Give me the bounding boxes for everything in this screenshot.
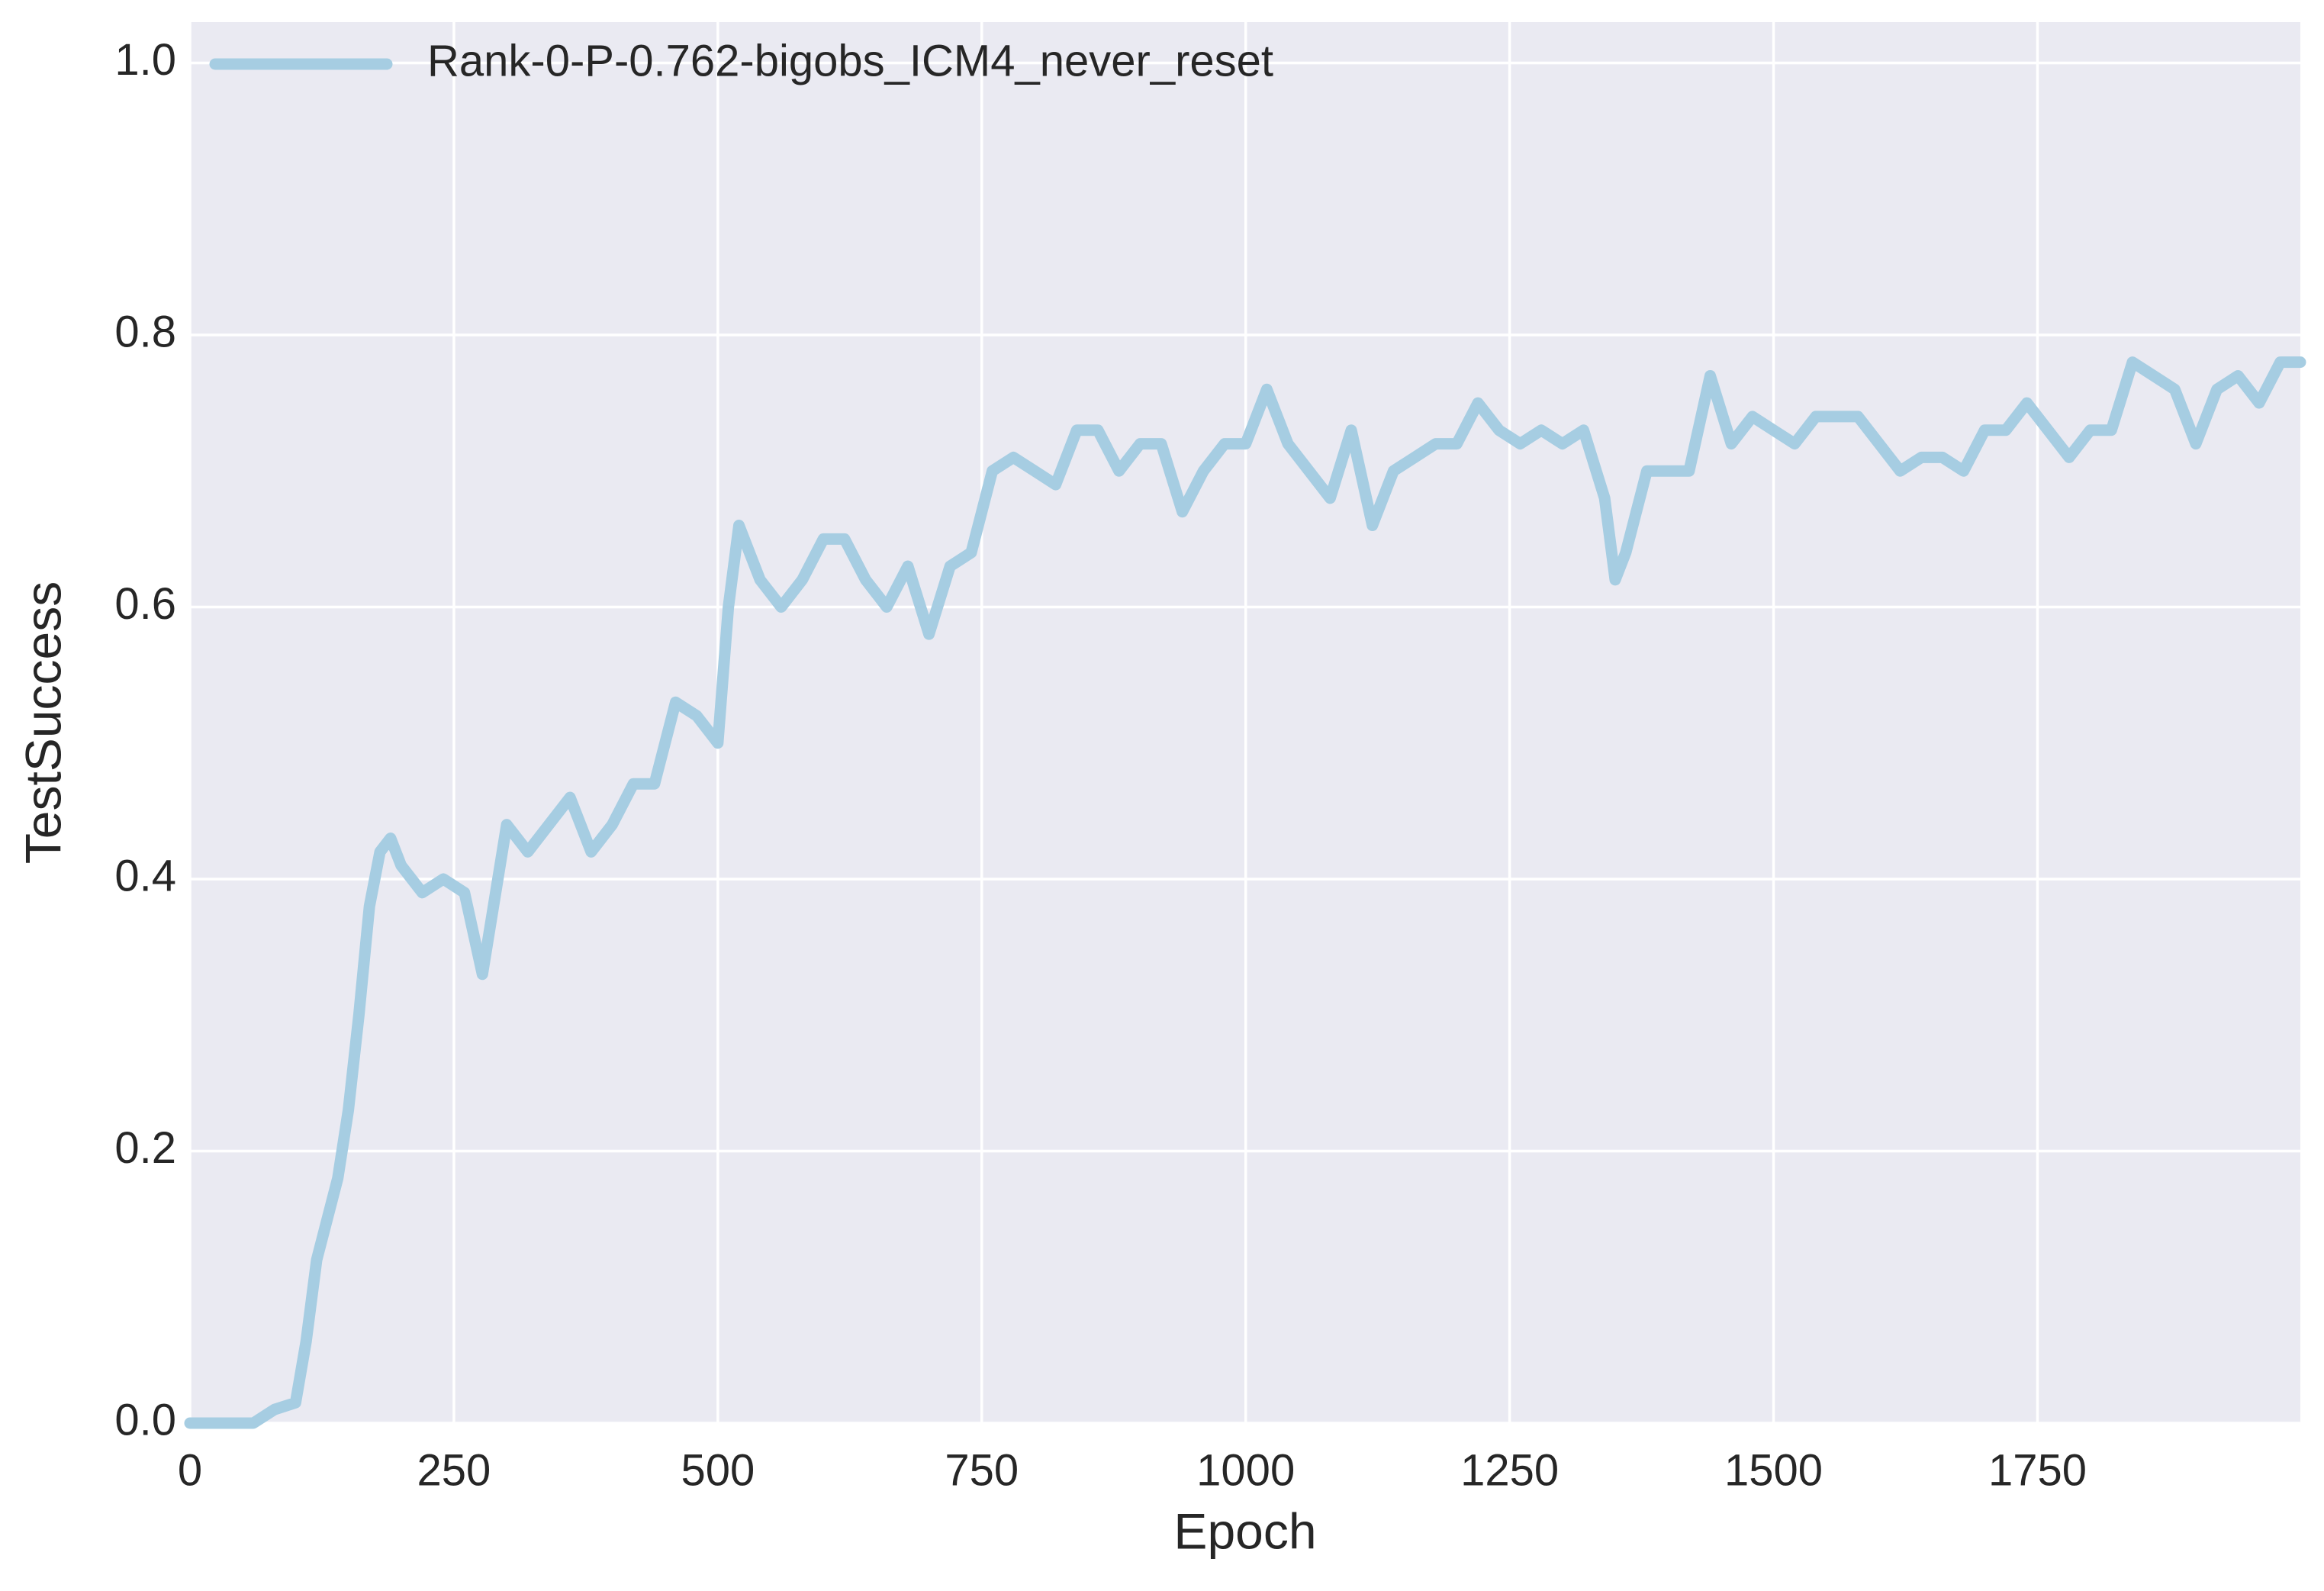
y-axis-label: TestSuccess xyxy=(14,581,71,864)
y-tick-label: 0.8 xyxy=(114,307,176,356)
x-axis-label: Epoch xyxy=(1173,1502,1316,1559)
x-tick-label: 500 xyxy=(681,1445,755,1495)
x-tick-label: 1000 xyxy=(1196,1445,1295,1495)
y-tick-label: 0.6 xyxy=(114,579,176,629)
y-tick-label: 0.4 xyxy=(114,851,176,900)
x-tick-label: 0 xyxy=(178,1445,202,1495)
x-tick-label: 1500 xyxy=(1724,1445,1823,1495)
y-tick-label: 1.0 xyxy=(114,35,176,85)
x-tick-label: 750 xyxy=(945,1445,1019,1495)
legend-label: Rank-0-P-0.762-bigobs_ICM4_never_reset xyxy=(427,36,1273,85)
y-tick-label: 0.0 xyxy=(114,1395,176,1444)
x-tick-label: 1750 xyxy=(1988,1445,2087,1495)
y-tick-label: 0.2 xyxy=(114,1123,176,1173)
x-tick-label: 250 xyxy=(417,1445,491,1495)
x-tick-label: 1250 xyxy=(1460,1445,1559,1495)
data-line xyxy=(184,356,2306,1429)
